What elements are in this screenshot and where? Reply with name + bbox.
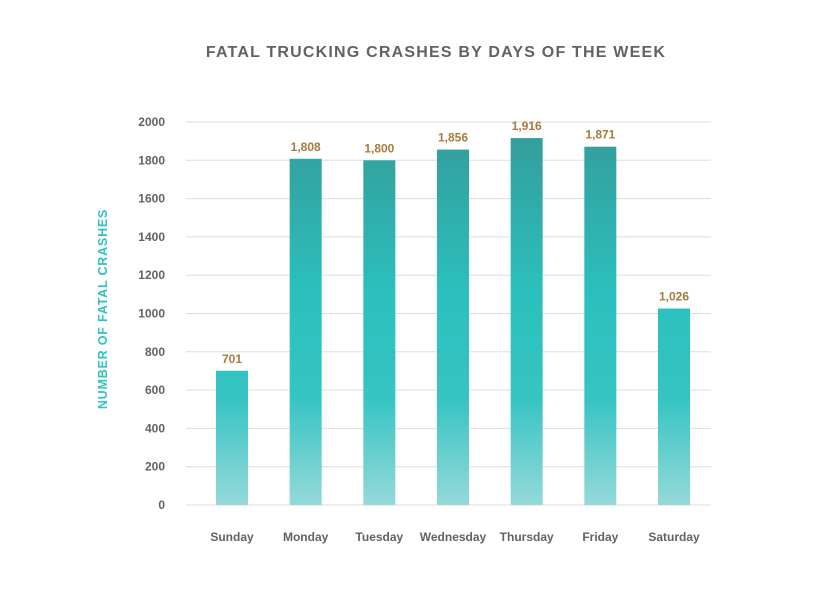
bars — [216, 138, 690, 506]
value-label: 1,800 — [364, 141, 394, 155]
y-tick-label: 200 — [145, 460, 165, 474]
x-axis-ticks: Sunday Monday Tuesday Wednesday Thursday Frid… — [210, 530, 700, 544]
x-tick-label: Monday — [283, 530, 329, 544]
bar-saturday — [658, 308, 690, 505]
bar-monday — [289, 158, 322, 505]
y-tick-label: 1400 — [138, 230, 165, 244]
y-tick-label: 0 — [158, 498, 165, 512]
x-tick-label: Friday — [582, 530, 618, 544]
x-tick-label: Sunday — [210, 530, 254, 544]
bar-sunday — [216, 370, 248, 505]
y-tick-label: 800 — [145, 345, 165, 359]
y-axis-label: NUMBER OF FATAL CRASHES — [96, 209, 110, 409]
x-tick-label: Wednesday — [420, 530, 487, 544]
bar-friday — [584, 146, 617, 506]
x-tick-label: Tuesday — [355, 530, 403, 544]
y-tick-label: 1200 — [138, 268, 165, 282]
y-tick-label: 1800 — [138, 153, 165, 167]
chart-title: FATAL TRUCKING CRASHES BY DAYS OF THE WE… — [205, 44, 667, 61]
bar-tuesday — [363, 160, 396, 506]
value-label: 1,871 — [585, 128, 615, 142]
bar-wednesday — [437, 149, 469, 506]
value-label: 1,856 — [438, 131, 468, 145]
value-label: 1,026 — [659, 290, 689, 304]
value-label: 1,808 — [291, 140, 321, 154]
bar-thursday — [510, 138, 543, 505]
y-tick-label: 1000 — [138, 307, 165, 321]
x-tick-label: Thursday — [500, 530, 554, 544]
y-tick-label: 1600 — [138, 192, 165, 206]
value-label: 701 — [222, 352, 242, 366]
y-tick-label: 600 — [145, 383, 165, 397]
value-labels: 701 1,808 1,800 1,856 1,916 1,871 1,026 — [222, 119, 689, 366]
y-tick-label: 2000 — [138, 115, 165, 129]
value-label: 1,916 — [512, 119, 542, 133]
y-tick-label: 400 — [145, 421, 165, 435]
x-tick-label: Saturday — [648, 530, 700, 544]
y-axis-ticks: 0 200 400 600 800 1000 1200 1400 1600 1800 2000 — [138, 115, 165, 512]
